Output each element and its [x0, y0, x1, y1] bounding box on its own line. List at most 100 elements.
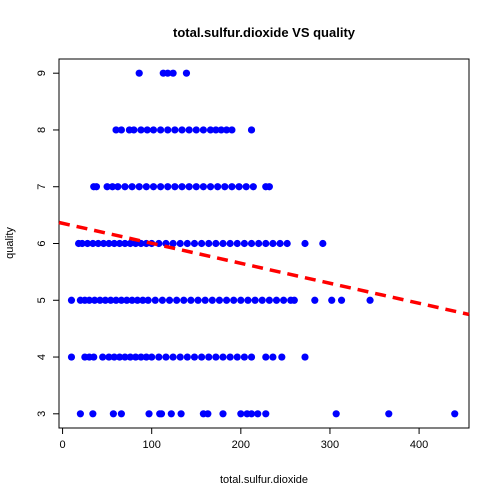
data-point — [177, 410, 185, 418]
x-tick-label: 0 — [60, 439, 66, 451]
data-point — [328, 296, 336, 304]
data-point — [165, 296, 174, 304]
data-point — [76, 410, 84, 418]
data-point — [126, 239, 134, 248]
data-point — [85, 296, 93, 304]
data-point — [180, 296, 188, 304]
data-point — [128, 183, 136, 191]
data-point — [280, 296, 288, 304]
data-point — [332, 410, 340, 418]
x-tick-label: 400 — [410, 439, 428, 451]
y-axis: 3 4 5 6 7 8 9 — [36, 70, 59, 417]
data-point — [169, 239, 177, 248]
data-point — [167, 410, 175, 418]
data-point — [262, 353, 270, 361]
data-point — [198, 239, 206, 248]
data-point — [117, 296, 125, 304]
data-point — [151, 296, 159, 304]
y-tick-label: 5 — [36, 297, 48, 303]
data-point — [214, 183, 222, 191]
data-point — [222, 126, 231, 134]
data-point — [226, 353, 234, 361]
x-axis-title: total.sulfur.dioxide — [220, 474, 308, 486]
data-point — [108, 183, 117, 191]
data-point — [117, 410, 125, 418]
data-point — [83, 239, 92, 248]
data-point — [107, 296, 115, 304]
data-point — [178, 126, 186, 134]
data-point — [262, 410, 270, 418]
data-point — [157, 126, 165, 134]
data-point — [208, 296, 216, 304]
data-point — [228, 126, 236, 134]
data-point — [164, 126, 172, 134]
data-point — [105, 239, 113, 248]
data-point — [133, 296, 142, 304]
data-point — [116, 353, 124, 361]
y-tick-label: 6 — [36, 240, 48, 246]
data-point — [258, 296, 266, 304]
data-point — [144, 296, 152, 304]
data-points — [67, 69, 459, 418]
data-point — [142, 183, 150, 191]
data-point — [137, 126, 145, 134]
data-point — [158, 296, 166, 304]
data-point — [199, 183, 207, 191]
data-point — [192, 126, 200, 134]
data-point — [110, 239, 118, 248]
data-point — [201, 296, 209, 304]
data-point — [204, 410, 212, 418]
data-point — [269, 353, 277, 361]
data-point — [265, 183, 273, 191]
data-point — [112, 126, 120, 134]
data-point — [67, 296, 76, 304]
data-point — [132, 353, 140, 361]
data-point — [99, 239, 108, 248]
data-point — [128, 296, 136, 304]
data-point — [121, 353, 129, 361]
data-point — [143, 126, 151, 134]
data-point — [149, 183, 158, 191]
data-point — [278, 353, 286, 361]
data-point — [212, 126, 220, 134]
data-point — [221, 183, 229, 191]
data-point — [251, 296, 259, 304]
data-point — [145, 410, 153, 418]
data-point — [94, 239, 102, 248]
data-point — [366, 296, 374, 304]
data-point — [247, 353, 256, 361]
data-point — [99, 353, 107, 361]
data-point — [112, 296, 120, 304]
data-point — [219, 353, 227, 361]
data-point — [103, 183, 111, 191]
data-point — [178, 183, 186, 191]
data-point — [90, 353, 98, 361]
data-point — [190, 353, 199, 361]
data-point — [311, 296, 319, 304]
y-axis-title: quality — [4, 227, 16, 259]
data-point — [126, 353, 134, 361]
data-point — [222, 296, 231, 304]
data-point — [269, 239, 277, 248]
data-point — [206, 126, 215, 134]
data-point — [92, 183, 101, 191]
data-point — [183, 239, 191, 248]
data-point — [240, 353, 248, 361]
data-point — [176, 239, 184, 248]
data-point — [230, 296, 238, 304]
data-point — [219, 410, 227, 418]
data-point — [105, 353, 113, 361]
data-point — [212, 239, 220, 248]
data-point — [173, 296, 181, 304]
data-point — [190, 239, 199, 248]
data-point — [290, 296, 298, 304]
data-point — [385, 410, 393, 418]
data-point — [89, 410, 97, 418]
data-point — [255, 239, 263, 248]
data-point — [171, 126, 179, 134]
y-tick-label: 4 — [36, 354, 48, 360]
data-point — [206, 183, 215, 191]
data-point — [228, 183, 236, 191]
data-point — [276, 239, 284, 248]
data-point — [233, 353, 241, 361]
